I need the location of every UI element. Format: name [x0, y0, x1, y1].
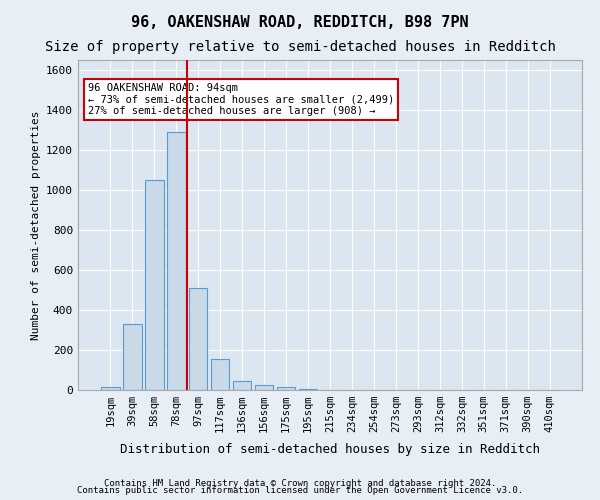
Text: 96 OAKENSHAW ROAD: 94sqm
← 73% of semi-detached houses are smaller (2,499)
27% o: 96 OAKENSHAW ROAD: 94sqm ← 73% of semi-d…	[88, 83, 394, 116]
Bar	[123, 324, 142, 390]
Y-axis label: Number of semi-detached properties: Number of semi-detached properties	[31, 110, 41, 340]
Bar	[101, 387, 119, 390]
Bar	[255, 385, 274, 390]
X-axis label: Distribution of semi-detached houses by size in Redditch: Distribution of semi-detached houses by …	[120, 444, 540, 456]
Bar	[211, 359, 229, 390]
Bar	[299, 389, 317, 390]
Text: Contains public sector information licensed under the Open Government Licence v3: Contains public sector information licen…	[77, 486, 523, 495]
Bar	[145, 180, 164, 390]
Text: Contains HM Land Registry data © Crown copyright and database right 2024.: Contains HM Land Registry data © Crown c…	[104, 478, 496, 488]
Bar	[189, 288, 208, 390]
Text: Size of property relative to semi-detached houses in Redditch: Size of property relative to semi-detach…	[44, 40, 556, 54]
Bar	[167, 132, 185, 390]
Text: 96, OAKENSHAW ROAD, REDDITCH, B98 7PN: 96, OAKENSHAW ROAD, REDDITCH, B98 7PN	[131, 15, 469, 30]
Bar	[277, 387, 295, 390]
Bar	[233, 381, 251, 390]
